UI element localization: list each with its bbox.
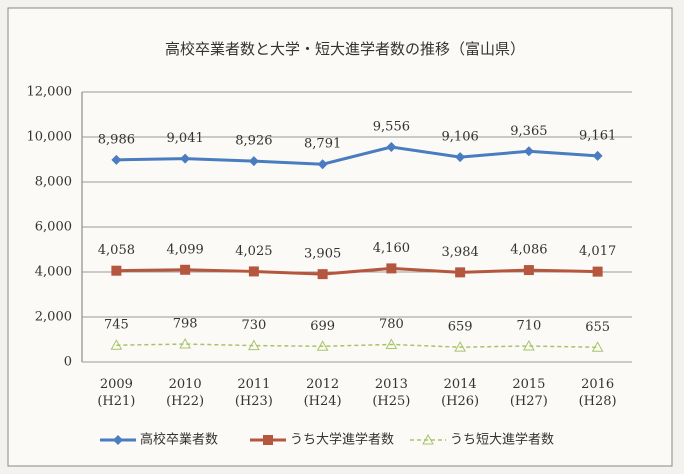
y-tick-label: 6,000 <box>35 220 72 235</box>
y-tick-label: 12,000 <box>27 85 73 100</box>
x-tick-label: 2014 (H26) <box>441 377 479 409</box>
y-tick-label: 8,000 <box>35 175 72 190</box>
x-tick-label: 2016 (H28) <box>579 377 617 409</box>
data-label: 4,025 <box>235 244 272 259</box>
data-label: 9,041 <box>167 131 204 146</box>
x-tick-label: 2013 (H25) <box>372 377 410 409</box>
legend-marker <box>263 435 273 445</box>
data-label: 710 <box>516 319 541 334</box>
point <box>316 340 329 351</box>
data-label: 9,556 <box>373 119 410 134</box>
point <box>591 341 604 352</box>
data-label: 4,160 <box>373 241 410 256</box>
point <box>592 150 603 161</box>
data-label: 4,086 <box>510 243 547 258</box>
data-label: 4,017 <box>579 244 616 259</box>
y-tick-label: 10,000 <box>27 130 73 145</box>
data-label: 3,984 <box>442 245 479 260</box>
data-label: 9,161 <box>579 128 616 143</box>
point <box>111 154 122 165</box>
legend-marker <box>422 433 434 445</box>
point <box>592 266 603 277</box>
point <box>317 159 328 170</box>
series-line <box>116 266 598 276</box>
point <box>179 338 191 349</box>
point <box>248 156 259 167</box>
x-tick-label: 2009 (H21) <box>97 377 135 409</box>
data-label: 8,791 <box>304 137 341 152</box>
point <box>386 141 397 152</box>
point <box>523 265 534 276</box>
data-label: 8,926 <box>235 134 272 149</box>
point <box>248 266 259 277</box>
point <box>523 146 534 157</box>
y-tick-label: 2,000 <box>35 310 72 325</box>
chart-title: 高校卒業者数と大学・短大進学者数の推移（富山県） <box>165 40 525 58</box>
data-label: 4,058 <box>98 243 135 258</box>
chart-frame <box>7 7 673 467</box>
x-tick-label: 2011 (H23) <box>235 377 273 409</box>
series-line <box>116 343 598 349</box>
series-line <box>116 145 598 166</box>
data-label: 4,099 <box>167 242 204 257</box>
data-label: 798 <box>173 317 198 332</box>
data-label: 9,365 <box>510 124 547 139</box>
point <box>455 152 466 163</box>
data-label: 780 <box>379 317 404 332</box>
data-label: 9,106 <box>442 130 479 145</box>
point <box>386 263 397 274</box>
data-label: 699 <box>310 319 335 334</box>
point <box>111 265 122 276</box>
point <box>385 338 398 349</box>
data-label: 730 <box>241 318 266 333</box>
point <box>110 339 123 350</box>
legend-label: うち大学進学者数 <box>290 432 394 448</box>
data-label: 8,986 <box>98 132 135 147</box>
data-label: 655 <box>585 320 610 335</box>
legend-marker <box>113 435 123 445</box>
legend-label: うち短大進学者数 <box>450 432 554 448</box>
point <box>523 339 535 351</box>
point <box>180 153 191 164</box>
data-label: 659 <box>448 320 473 335</box>
y-tick-label: 4,000 <box>35 265 72 280</box>
data-label: 3,905 <box>304 247 341 262</box>
x-tick-label: 2012 (H24) <box>304 377 342 409</box>
x-tick-label: 2015 (H27) <box>510 377 548 409</box>
point <box>455 267 466 278</box>
point <box>180 264 191 275</box>
point <box>248 339 260 351</box>
x-tick-label: 2010 (H22) <box>166 377 204 409</box>
point <box>454 341 466 352</box>
legend-label: 高校卒業者数 <box>140 432 218 448</box>
point <box>317 269 328 280</box>
data-label: 745 <box>104 318 129 333</box>
y-tick-label: 0 <box>64 355 72 370</box>
